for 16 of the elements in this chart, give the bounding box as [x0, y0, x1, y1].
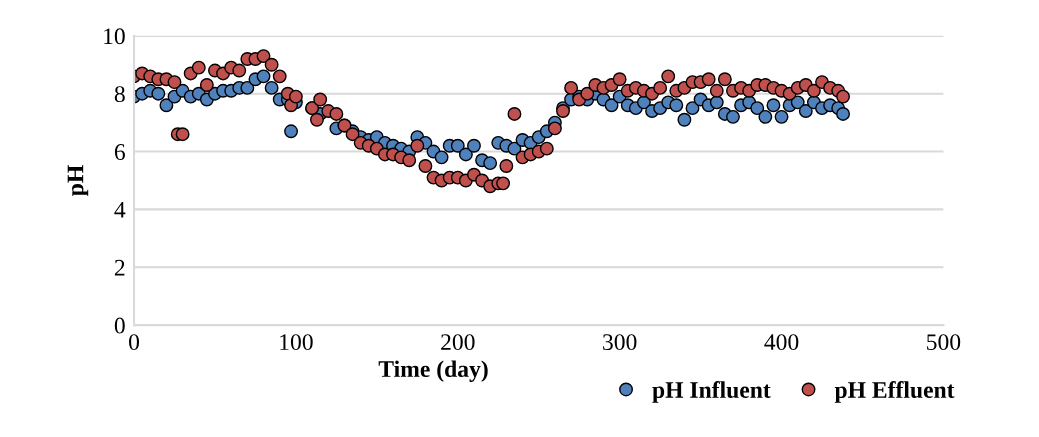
- y-tick-label: 0: [114, 317, 125, 334]
- x-tick-label: 400: [764, 334, 799, 351]
- y-tick-label: 10: [104, 28, 125, 45]
- x-tick-label: 100: [280, 334, 313, 351]
- x-axis-title: Time (day): [378, 360, 488, 382]
- legend-label: pH Influent: [652, 381, 771, 403]
- x-tick-label: 0: [129, 334, 140, 351]
- x-tick-label: 300: [603, 334, 637, 351]
- y-axis-title: pH: [67, 165, 89, 196]
- x-tick-label: 500: [927, 334, 961, 351]
- y-tick-label: 4: [114, 202, 126, 218]
- x-tick-label: 200: [441, 334, 475, 351]
- y-tick-label: 2: [114, 259, 125, 276]
- y-tick-label: 6: [114, 144, 125, 160]
- y-tick-label: 8: [114, 86, 125, 103]
- legend-label: pH Effluent: [834, 381, 955, 403]
